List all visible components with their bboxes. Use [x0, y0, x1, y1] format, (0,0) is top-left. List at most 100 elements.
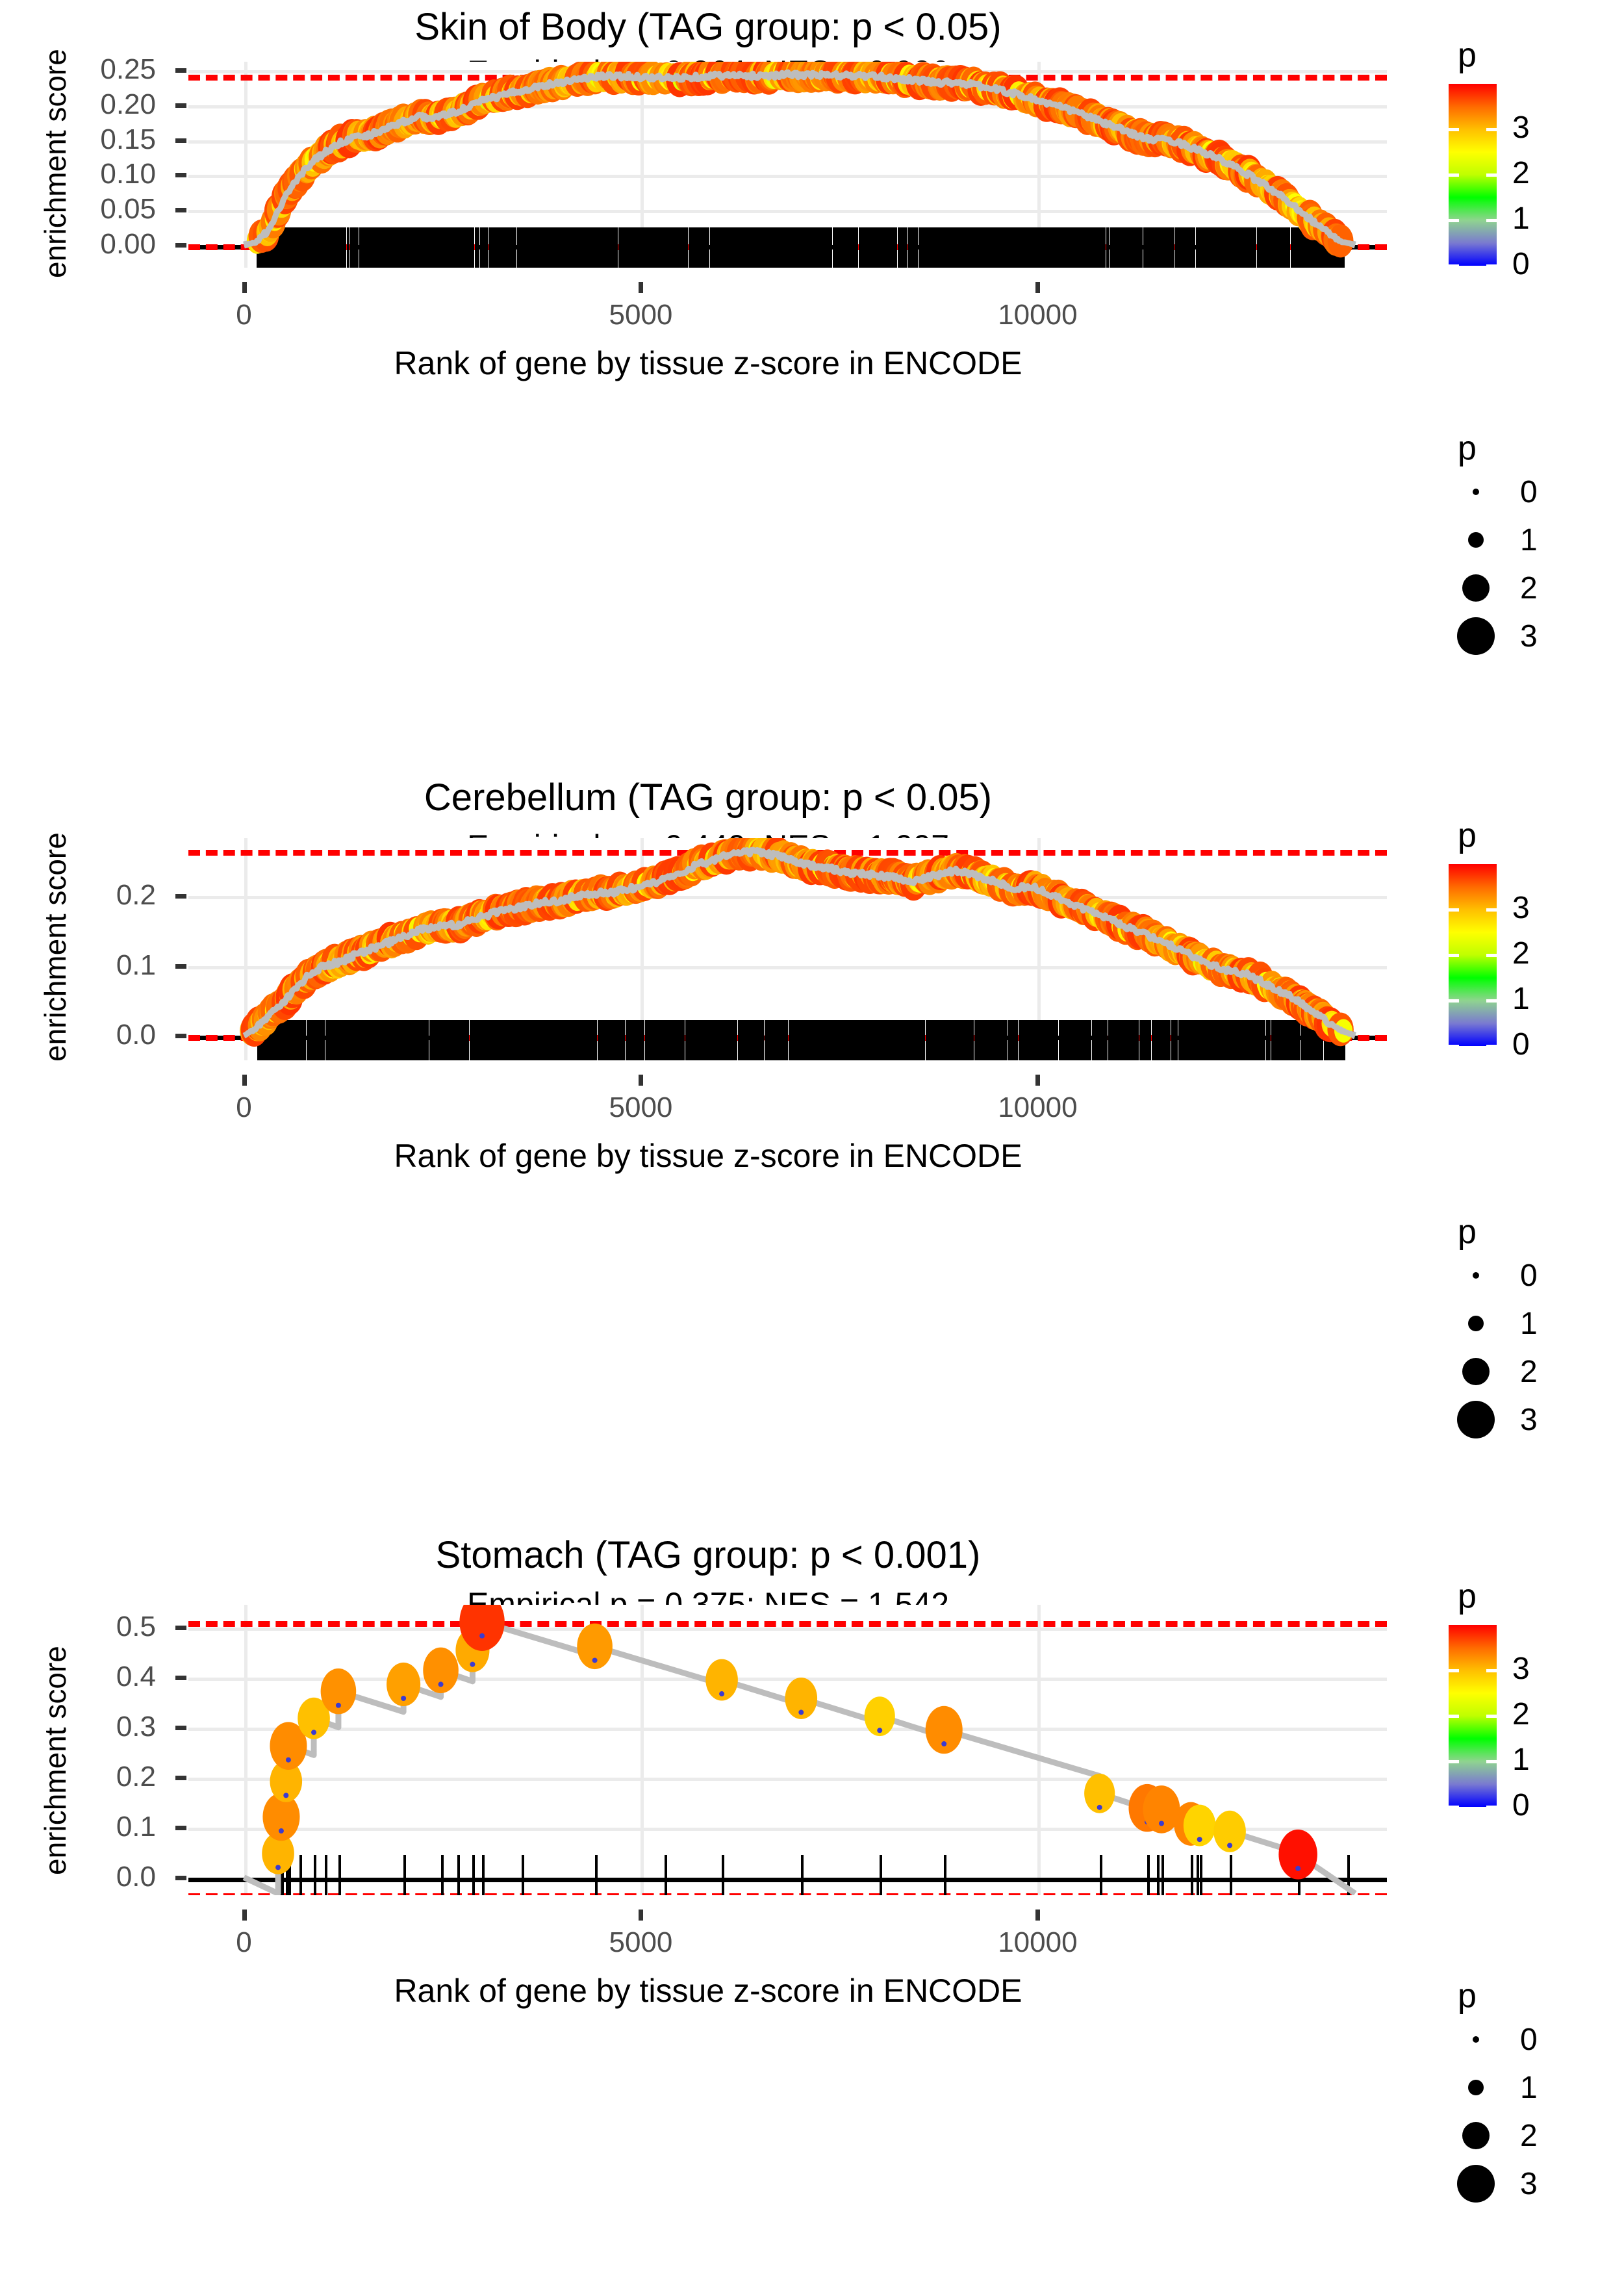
rug-tick: [1289, 1020, 1292, 1060]
rug-tick: [814, 1020, 817, 1060]
rug-tick: [958, 1020, 961, 1060]
rug-tick: [653, 227, 656, 268]
rug-tick: [933, 1020, 937, 1060]
x-axis-label: Rank of gene by tissue z-score in ENCODE: [394, 1138, 1022, 1174]
rug-tick: [1139, 1020, 1142, 1060]
rug-tick: [321, 227, 324, 268]
rug-tick: [1276, 227, 1280, 268]
rug-tick: [1082, 227, 1085, 268]
rug-tick: [372, 1020, 375, 1060]
rug-tick: [1158, 1020, 1161, 1060]
rug-tick: [466, 227, 470, 268]
rug-tick: [344, 1020, 347, 1060]
rug-tick: [1267, 227, 1270, 268]
rug-tick: [556, 227, 559, 268]
x-axis-tick-mark: [639, 1075, 644, 1086]
rug-tick: [905, 1020, 908, 1060]
rug-tick: [1232, 227, 1236, 268]
rug-tick: [297, 227, 300, 268]
rug-tick: [546, 227, 549, 268]
rug-tick: [1050, 227, 1054, 268]
rug-tick: [1292, 227, 1295, 268]
rug-tick: [1103, 1020, 1106, 1060]
rug-tick: [744, 227, 747, 268]
rug-tick: [615, 227, 618, 268]
rug-tick: [298, 1020, 301, 1060]
rug-tick: [783, 1020, 786, 1060]
rug-tick: [591, 227, 594, 268]
rug-tick: [1187, 1020, 1191, 1060]
rug-tick: [791, 227, 794, 268]
rug-tick: [1087, 227, 1090, 268]
rug-tick: [755, 227, 759, 268]
rug-tick: [909, 227, 912, 268]
x-axis-tick-mark: [1035, 1910, 1041, 1921]
rug-tick: [1208, 227, 1212, 268]
y-axis-tick-mark: [175, 1675, 186, 1680]
rug-tick: [395, 227, 398, 268]
rug-tick: [779, 227, 782, 268]
rug-tick: [452, 1020, 455, 1060]
enrichment-point-marker: [285, 1757, 291, 1763]
rug-tick: [1320, 1020, 1323, 1060]
rug-tick: [1056, 227, 1059, 268]
rug-tick: [505, 1020, 508, 1060]
enrichment-curve: [242, 1605, 1357, 1895]
rug-tick: [622, 227, 625, 268]
rug-tick: [985, 1020, 989, 1060]
rug-tick: [568, 1020, 571, 1060]
rug-tick: [642, 227, 645, 268]
rug-tick: [671, 227, 674, 268]
rug-tick: [385, 227, 388, 268]
rug-tick: [1265, 1020, 1269, 1060]
rug-tick: [1106, 227, 1110, 268]
rug-tick: [1114, 227, 1117, 268]
rug-tick: [1161, 227, 1165, 268]
rug-tick: [683, 227, 686, 268]
legend-size-dot: [1468, 2080, 1484, 2095]
rug-tick: [1003, 1020, 1006, 1060]
rug-tick: [1076, 1020, 1080, 1060]
rug-tick: [720, 227, 723, 268]
rug-tick: [1045, 227, 1048, 268]
rug-tick: [898, 227, 901, 268]
rug-tick: [820, 227, 823, 268]
rug-tick: [1317, 1020, 1320, 1060]
rug-tick: [319, 227, 322, 268]
rug-tick: [775, 227, 778, 268]
rug-tick: [966, 227, 969, 268]
rug-tick: [1261, 227, 1264, 268]
rug-tick: [926, 227, 930, 268]
rug-tick: [974, 227, 977, 268]
rug-tick: [654, 1020, 657, 1060]
rug-tick: [1180, 1020, 1184, 1060]
reference-line-dashed: [188, 1621, 1387, 1628]
rug-tick: [902, 227, 905, 268]
rug-tick: [1119, 1020, 1123, 1060]
rug-tick: [663, 1020, 666, 1060]
rug-tick: [519, 1020, 522, 1060]
rug-tick: [338, 227, 342, 268]
legend-size-item: 3: [1449, 1396, 1538, 1444]
legend-size-label: 1: [1520, 2070, 1538, 2105]
rug-tick: [630, 1020, 633, 1060]
rug-tick: [766, 227, 769, 268]
rug-tick: [665, 227, 668, 268]
rug-tick: [624, 227, 628, 268]
rug-tick: [1242, 1020, 1245, 1060]
rug-tick: [715, 227, 718, 268]
rug-tick: [935, 1020, 938, 1060]
rug-tick: [1236, 227, 1239, 268]
rug-tick: [471, 227, 474, 268]
rug-tick: [1030, 1020, 1034, 1060]
rug-tick: [484, 227, 487, 268]
rug-tick: [1272, 227, 1275, 268]
rug-tick: [1240, 227, 1243, 268]
y-axis-label: enrichment score: [38, 1646, 72, 1875]
rug-tick: [1083, 1020, 1086, 1060]
rug-tick: [1019, 227, 1022, 268]
enrichment-point-marker: [470, 1661, 476, 1667]
rug-tick: [400, 1020, 403, 1060]
rug-tick: [314, 1020, 318, 1060]
